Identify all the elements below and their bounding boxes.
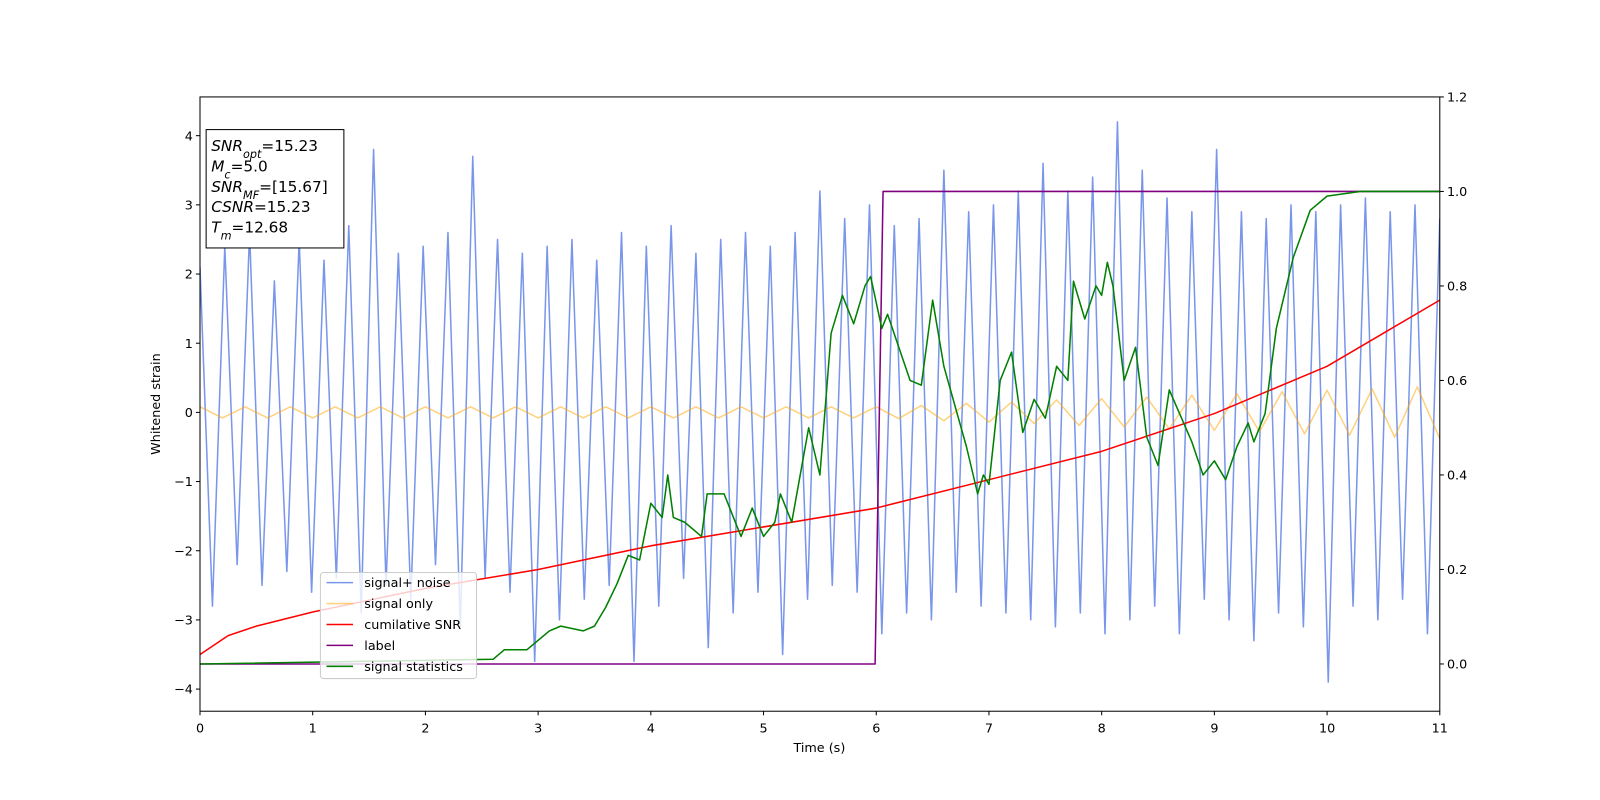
x-axis-label: Time (s) (792, 741, 845, 756)
annotation-line: SNRMF=[15.67] (211, 178, 327, 202)
annotation-line: CSNR=15.23 (211, 198, 310, 216)
legend-label: signal+ noise (364, 576, 451, 591)
legend-frame (319, 571, 478, 680)
annotation-text: =15.23 (254, 198, 311, 216)
annotation-line: Mc=5.0 (211, 157, 268, 181)
annotation-sub: MF (243, 188, 260, 201)
series-line (200, 190, 1440, 665)
x-tick-label: 3 (534, 722, 542, 737)
y2-tick-label: 0.6 (1447, 374, 1467, 389)
annotation-box: SNRopt=15.23Mc=5.0SNRMF=[15.67]CSNR=15.2… (205, 129, 345, 249)
x-tick-label: 9 (1210, 722, 1218, 737)
y-axis-label: Whitened strain (149, 353, 164, 454)
x-tick-label: 0 (196, 722, 204, 737)
annotation-label: SNR (211, 178, 243, 196)
y2-tick-label: 0.4 (1447, 469, 1467, 484)
legend-label: signal statistics (364, 660, 463, 675)
x-tick-label: 5 (759, 722, 767, 737)
series-line (200, 190, 1440, 665)
series-line (200, 121, 1440, 683)
annotation-label: M (211, 157, 224, 175)
series-line (200, 386, 1440, 439)
y-tick-label: 3 (185, 198, 193, 213)
x-tick-label: 8 (1098, 722, 1106, 737)
y-tick-label: −2 (174, 544, 193, 559)
annotation-text: =[15.67] (259, 178, 328, 196)
y2-tick-label: 0.0 (1447, 658, 1467, 673)
x-tick-label: 1 (309, 722, 317, 737)
annotation-line: SNRopt=15.23 (211, 137, 318, 161)
legend-label: signal only (364, 597, 433, 612)
x-tick-label: 10 (1319, 722, 1335, 737)
legend: signal+ noise signal only cumilative SNR la… (319, 571, 478, 680)
x-tick-label: 6 (872, 722, 880, 737)
legend-label: label (364, 639, 395, 654)
plot-frame (199, 96, 1441, 712)
annotation-frame (205, 129, 345, 249)
y2-tick-label: 1.2 (1447, 91, 1467, 106)
plot-lines (200, 121, 1440, 683)
annotation-sub: opt (243, 148, 262, 161)
y-tick-label: 2 (185, 268, 193, 283)
y-tick-label: 4 (185, 129, 193, 144)
annotation-text: =15.23 (261, 137, 318, 155)
legend-label: cumilative SNR (364, 618, 461, 633)
annotation-sub: m (221, 229, 232, 242)
y-tick-label: −3 (174, 614, 193, 629)
x-tick-label: 4 (647, 722, 655, 737)
y-tick-label: −4 (174, 683, 193, 698)
annotation-label: CSNR (211, 198, 254, 216)
x-tick-label: 11 (1432, 722, 1448, 737)
annotation-text: =5.0 (231, 157, 268, 175)
y2-tick-label: 0.2 (1447, 563, 1467, 578)
annotation-label: SNR (211, 137, 243, 155)
y-tick-label: −1 (174, 475, 193, 490)
annotation-text: =12.68 (232, 219, 289, 237)
y2-tick-label: 0.8 (1447, 280, 1467, 295)
annotation-sub: c (224, 168, 231, 181)
y-tick-label: 1 (185, 337, 193, 352)
annotation-line: Tm=12.68 (211, 219, 288, 243)
series-line (200, 299, 1440, 656)
x-tick-label: 7 (985, 722, 993, 737)
annotation-label: T (211, 219, 222, 237)
y-tick-label: 0 (185, 406, 193, 421)
x-tick-label: 2 (421, 722, 429, 737)
y2-tick-label: 1.0 (1447, 185, 1467, 200)
